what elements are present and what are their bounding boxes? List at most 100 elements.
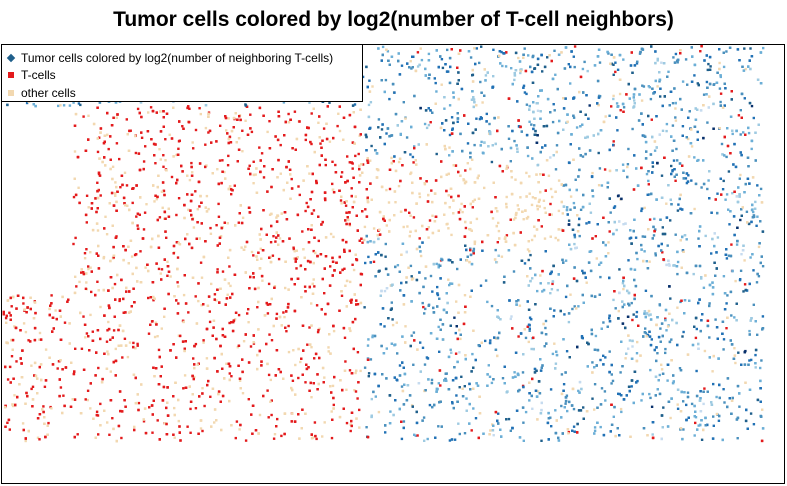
tumor-cell-point	[740, 214, 743, 217]
tumor-cell-point	[409, 153, 412, 156]
other-cell-point	[38, 338, 41, 341]
tumor-cell-point	[621, 163, 625, 166]
other-cell-point	[145, 203, 148, 206]
other-cell-point	[321, 435, 324, 438]
tumor-cell-point	[394, 112, 398, 116]
t-cell-point	[344, 204, 348, 207]
tumor-cell-point	[547, 417, 551, 420]
other-cell-point	[205, 164, 208, 167]
tumor-cell-point	[391, 318, 394, 321]
other-cell-point	[228, 399, 231, 403]
other-cell-point	[135, 266, 138, 270]
other-cell-point	[86, 398, 89, 402]
tumor-cell-point	[704, 234, 707, 238]
other-cell-point	[32, 317, 36, 320]
t-cell-point	[148, 406, 151, 409]
t-cell-point	[96, 150, 100, 154]
other-cell-point	[597, 184, 601, 187]
other-cell-point	[153, 375, 156, 378]
other-cell-point	[196, 208, 199, 211]
t-cell-point	[496, 241, 499, 244]
tumor-cell-point	[505, 418, 508, 421]
t-cell-point	[378, 233, 382, 236]
tumor-cell-point	[528, 329, 531, 332]
t-cell-point	[156, 195, 159, 199]
tumor-cell-point	[630, 385, 633, 388]
tumor-cell-point	[567, 320, 571, 324]
other-cell-point	[159, 158, 162, 161]
t-cell-point	[372, 260, 376, 263]
tumor-cell-point	[700, 319, 703, 322]
tumor-cell-point	[660, 61, 663, 64]
tumor-cell-point	[441, 66, 445, 70]
tumor-cell-point	[725, 155, 728, 159]
other-cell-point	[690, 145, 694, 148]
tumor-cell-point	[650, 45, 653, 48]
t-cell-point	[42, 410, 45, 414]
other-cell-point	[330, 410, 333, 413]
t-cell-point	[540, 225, 543, 228]
other-cell-point	[258, 413, 262, 417]
t-cell-point	[134, 151, 138, 155]
tumor-cell-point	[466, 142, 470, 145]
other-cell-point	[266, 362, 269, 366]
tumor-cell-point	[388, 97, 391, 101]
tumor-cell-point	[677, 203, 680, 206]
tumor-cell-point	[616, 194, 620, 198]
t-cell-point	[650, 118, 653, 121]
tumor-cell-point	[706, 187, 709, 191]
other-cell-point	[157, 174, 160, 177]
tumor-cell-point	[497, 412, 500, 415]
tumor-cell-point	[364, 261, 367, 265]
t-cell-point	[614, 70, 617, 74]
tumor-cell-point	[713, 244, 716, 248]
other-cell-point	[338, 415, 342, 419]
tumor-cell-point	[616, 129, 619, 132]
tumor-cell-point	[608, 350, 611, 353]
t-cell-point	[248, 164, 251, 167]
other-cell-point	[10, 338, 13, 342]
tumor-cell-point	[455, 394, 458, 397]
tumor-cell-point	[540, 408, 543, 412]
t-cell-point	[216, 268, 219, 271]
tumor-cell-point	[654, 394, 657, 397]
tumor-cell-point	[707, 179, 710, 182]
tumor-cell-point	[577, 305, 580, 308]
tumor-cell-point	[427, 123, 431, 127]
tumor-cell-point	[651, 433, 654, 436]
tumor-cell-point	[682, 428, 685, 431]
t-cell-point	[107, 304, 111, 307]
t-cell-point	[340, 171, 344, 174]
tumor-cell-point	[665, 216, 669, 219]
tumor-cell-point	[400, 437, 404, 441]
t-cell-point	[329, 265, 332, 268]
tumor-cell-point	[693, 404, 696, 408]
other-cell-point	[371, 85, 374, 88]
other-cell-point	[440, 175, 443, 179]
tumor-cell-point	[588, 149, 592, 152]
other-cell-point	[406, 225, 409, 228]
other-cell-point	[195, 322, 199, 325]
tumor-cell-point	[68, 104, 72, 107]
t-cell-point	[109, 158, 112, 161]
tumor-cell-point	[678, 367, 682, 370]
tumor-cell-point	[521, 406, 525, 409]
tumor-cell-point	[630, 301, 633, 305]
t-cell-point	[304, 209, 307, 213]
t-cell-point	[95, 210, 98, 214]
tumor-cell-point	[752, 116, 755, 120]
tumor-cell-point	[739, 109, 742, 112]
tumor-cell-point	[725, 193, 729, 196]
t-cell-point	[256, 306, 259, 309]
other-cell-point	[399, 210, 403, 213]
t-cell-point	[318, 115, 321, 118]
other-cell-point	[161, 206, 164, 209]
other-cell-point	[277, 243, 280, 246]
t-cell-point	[105, 340, 109, 343]
tumor-cell-point	[437, 382, 440, 385]
tumor-cell-point	[632, 313, 635, 316]
t-cell-point	[36, 417, 40, 420]
t-cell-point	[268, 120, 271, 123]
t-cell-point	[260, 152, 264, 155]
t-cell-point	[324, 163, 327, 167]
